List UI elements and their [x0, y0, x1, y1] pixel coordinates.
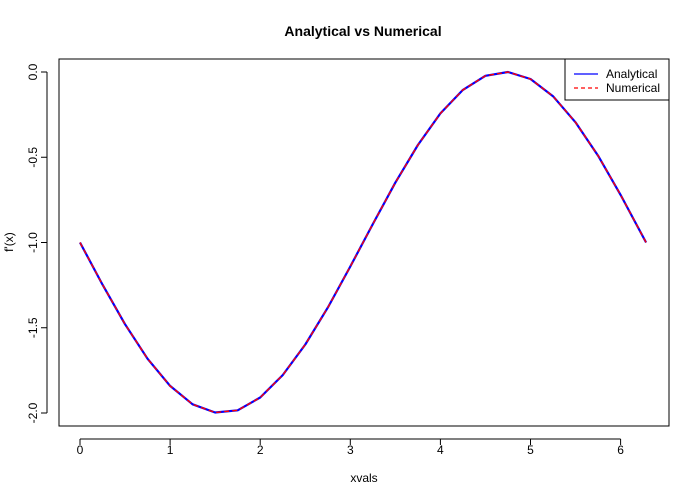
x-tick-label: 5 [527, 443, 534, 457]
plot-frame [58, 58, 670, 427]
x-axis-label: xvals [350, 471, 377, 485]
x-tick-label: 4 [437, 443, 444, 457]
legend-box [564, 58, 670, 101]
y-axis-label: f'(x) [2, 232, 16, 252]
legend-label-numerical: Numerical [606, 81, 660, 95]
y-tick-label: -2.0 [26, 402, 40, 423]
x-tick-label: 6 [617, 443, 624, 457]
x-tick-label: 1 [167, 443, 174, 457]
y-tick-label: -1.0 [26, 232, 40, 253]
x-axis: 0 1 2 3 4 5 6 [77, 438, 624, 457]
x-tick-label: 3 [347, 443, 354, 457]
series-layer [79, 70, 648, 414]
x-tick-label: 2 [257, 443, 264, 457]
series-line-numerical [79, 71, 647, 414]
y-tick-label: -0.5 [26, 147, 40, 168]
y-axis: 0.0 -0.5 -1.0 -1.5 -2.0 [26, 63, 48, 423]
x-tick-label: 0 [77, 443, 84, 457]
y-tick-label: 0.0 [26, 63, 40, 80]
y-tick-label: -1.5 [26, 317, 40, 338]
legend-label-analytical: Analytical [606, 67, 657, 81]
legend: Analytical Numerical [564, 58, 670, 101]
chart-title: Analytical vs Numerical [284, 23, 441, 39]
